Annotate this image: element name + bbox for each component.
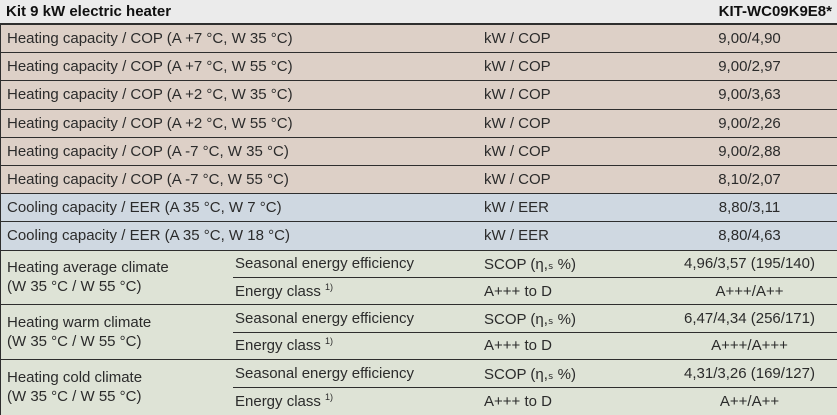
param-value: A+++/A+++ bbox=[711, 337, 788, 355]
row-value: 9,00/2,26 bbox=[718, 114, 781, 132]
row-value: 9,00/3,63 bbox=[718, 86, 781, 104]
sub-row-seasonal-efficiency: Seasonal energy efficiency SCOP (η,ₛ %) … bbox=[233, 251, 837, 278]
sub-row-energy-class: Energy class 1) A+++ to D A++/A++ bbox=[233, 388, 837, 415]
footnote-marker: 1) bbox=[325, 391, 334, 402]
group-label: Heating cold climate (W 35 °C / W 55 °C) bbox=[1, 360, 233, 415]
row-value: 8,10/2,07 bbox=[718, 171, 781, 189]
spec-row-heating-a2-w55: Heating capacity / COP (A +2 °C, W 55 °C… bbox=[1, 109, 837, 138]
spec-row-heating-a2-w35: Heating capacity / COP (A +2 °C, W 35 °C… bbox=[1, 81, 837, 110]
param-unit: SCOP (η,ₛ %) bbox=[484, 310, 577, 328]
group-label-line1: Heating warm climate bbox=[7, 314, 152, 332]
group-label-line1: Heating cold climate bbox=[7, 369, 143, 387]
row-label: Heating capacity / COP (A -7 °C, W 55 °C… bbox=[7, 171, 289, 189]
row-unit: kW / COP bbox=[484, 171, 551, 189]
group-label-line2: (W 35 °C / W 55 °C) bbox=[7, 278, 142, 296]
table-header-row: Kit 9 kW electric heater KIT-WC09K9E8* bbox=[0, 0, 837, 25]
group-rows: Seasonal energy efficiency SCOP (η,ₛ %) … bbox=[233, 251, 837, 305]
row-label: Heating capacity / COP (A +7 °C, W 35 °C… bbox=[7, 30, 293, 48]
sub-row-energy-class: Energy class 1) A+++ to D A+++/A+++ bbox=[233, 333, 837, 359]
spec-row-cooling-a35-w18: Cooling capacity / EER (A 35 °C, W 18 °C… bbox=[1, 222, 837, 251]
group-rows: Seasonal energy efficiency SCOP (η,ₛ %) … bbox=[233, 360, 837, 415]
row-unit: kW / COP bbox=[484, 142, 551, 160]
row-value: 8,80/4,63 bbox=[718, 227, 781, 245]
model-number: KIT-WC09K9E8* bbox=[718, 3, 832, 20]
spec-row-heating-a-7-w35: Heating capacity / COP (A -7 °C, W 35 °C… bbox=[1, 137, 837, 166]
sub-row-energy-class: Energy class 1) A+++ to D A+++/A++ bbox=[233, 278, 837, 304]
product-title: Kit 9 kW electric heater bbox=[6, 3, 172, 20]
row-value: 8,80/3,11 bbox=[718, 199, 781, 217]
spec-row-cooling-a35-w7: Cooling capacity / EER (A 35 °C, W 7 °C)… bbox=[1, 194, 837, 223]
param-value: A+++/A++ bbox=[715, 282, 784, 300]
row-label: Cooling capacity / EER (A 35 °C, W 18 °C… bbox=[7, 227, 290, 245]
group-label-line2: (W 35 °C / W 55 °C) bbox=[7, 388, 142, 406]
sub-row-seasonal-efficiency: Seasonal energy efficiency SCOP (η,ₛ %) … bbox=[233, 305, 837, 333]
group-rows: Seasonal energy efficiency SCOP (η,ₛ %) … bbox=[233, 305, 837, 359]
group-label: Heating warm climate (W 35 °C / W 55 °C) bbox=[1, 305, 233, 359]
footnote-marker: 1) bbox=[325, 336, 334, 347]
param-label: Energy class 1) bbox=[235, 281, 334, 300]
param-value: 6,47/4,34 (256/171) bbox=[684, 310, 815, 327]
row-label: Heating capacity / COP (A +2 °C, W 55 °C… bbox=[7, 114, 293, 132]
param-label: Energy class 1) bbox=[235, 391, 334, 410]
row-unit: kW / COP bbox=[484, 114, 551, 132]
param-unit: A+++ to D bbox=[484, 337, 552, 355]
row-label: Heating capacity / COP (A -7 °C, W 35 °C… bbox=[7, 142, 289, 160]
row-unit: kW / COP bbox=[484, 86, 551, 104]
row-value: 9,00/2,88 bbox=[718, 142, 781, 160]
param-label: Seasonal energy efficiency bbox=[235, 255, 415, 273]
footnote-marker: 1) bbox=[325, 281, 334, 292]
spec-row-heating-a-7-w55: Heating capacity / COP (A -7 °C, W 55 °C… bbox=[1, 165, 837, 195]
group-label-line2: (W 35 °C / W 55 °C) bbox=[7, 333, 142, 351]
param-value: A++/A++ bbox=[719, 392, 780, 410]
row-value: 9,00/4,90 bbox=[718, 30, 781, 48]
group-label-line1: Heating average climate bbox=[7, 259, 169, 277]
climate-group-warm: Heating warm climate (W 35 °C / W 55 °C)… bbox=[1, 305, 837, 361]
spec-row-heating-a7-w55: Heating capacity / COP (A +7 °C, W 55 °C… bbox=[1, 53, 837, 82]
param-value: 4,96/3,57 (195/140) bbox=[684, 255, 815, 273]
table-body: Heating capacity / COP (A +7 °C, W 35 °C… bbox=[0, 25, 837, 415]
row-label: Cooling capacity / EER (A 35 °C, W 7 °C) bbox=[7, 199, 282, 217]
param-label: Seasonal energy efficiency bbox=[235, 310, 415, 327]
param-unit: A+++ to D bbox=[484, 392, 552, 410]
param-unit: SCOP (η,ₛ %) bbox=[484, 365, 577, 383]
param-label: Energy class 1) bbox=[235, 336, 334, 355]
row-value: 9,00/2,97 bbox=[718, 58, 781, 76]
spec-row-heating-a7-w35: Heating capacity / COP (A +7 °C, W 35 °C… bbox=[1, 25, 837, 54]
param-label: Seasonal energy efficiency bbox=[235, 365, 415, 383]
climate-group-average: Heating average climate (W 35 °C / W 55 … bbox=[1, 250, 837, 306]
row-unit: kW / EER bbox=[484, 227, 550, 245]
climate-group-cold: Heating cold climate (W 35 °C / W 55 °C)… bbox=[1, 360, 837, 415]
row-label: Heating capacity / COP (A +2 °C, W 35 °C… bbox=[7, 86, 293, 104]
param-unit: A+++ to D bbox=[484, 282, 552, 300]
param-unit: SCOP (η,ₛ %) bbox=[484, 255, 577, 273]
param-value: 4,31/3,26 (169/127) bbox=[684, 365, 815, 383]
sub-row-seasonal-efficiency: Seasonal energy efficiency SCOP (η,ₛ %) … bbox=[233, 360, 837, 388]
group-label: Heating average climate (W 35 °C / W 55 … bbox=[1, 251, 233, 305]
row-label: Heating capacity / COP (A +7 °C, W 55 °C… bbox=[7, 58, 293, 76]
row-unit: kW / EER bbox=[484, 199, 550, 217]
row-unit: kW / COP bbox=[484, 30, 551, 48]
row-unit: kW / COP bbox=[484, 58, 551, 76]
